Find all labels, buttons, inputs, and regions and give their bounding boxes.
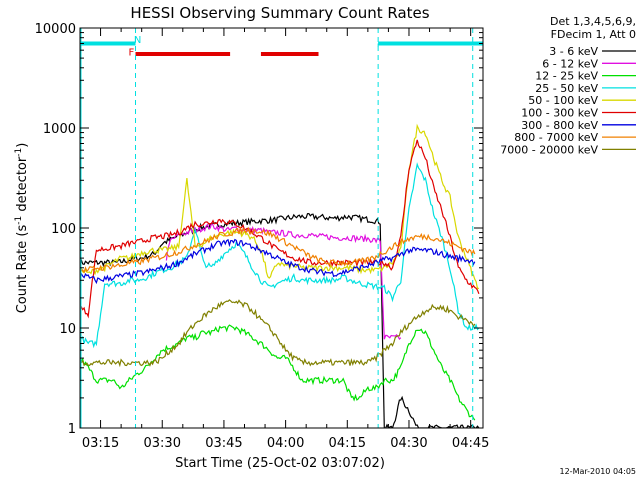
legend-label: 300 - 800 keV [521, 119, 598, 132]
annotation-label: N [134, 35, 141, 46]
series-line [80, 123, 480, 290]
legend-label: 25 - 50 keV [535, 82, 598, 95]
x-tick-label: 03:30 [144, 436, 181, 451]
legend-header-line-2: FDecim 1, Att 0 [551, 28, 636, 41]
legend-header-line-1: Det 1,3,4,5,6,9, [550, 15, 636, 28]
y-tick-label: 10000 [35, 22, 76, 37]
overlay-layer [80, 28, 483, 428]
y-axis: 1 10 100 1000 10000 [35, 22, 483, 437]
y-tick-label: 1000 [43, 122, 76, 137]
x-tick-label: 04:45 [452, 436, 489, 451]
legend: Det 1,3,4,5,6,9, FDecim 1, Att 0 3 - 6 k… [500, 15, 636, 156]
y-tick-label: 1 [68, 422, 76, 437]
series-line [165, 221, 402, 340]
x-tick-label: 04:15 [329, 436, 366, 451]
y-tick-label: 10 [59, 322, 76, 337]
x-tick-label: 03:15 [82, 436, 119, 451]
series-line [80, 324, 476, 421]
x-tick-label: 04:00 [267, 436, 304, 451]
series-line [80, 299, 476, 368]
chart-title: HESSI Observing Summary Count Rates [130, 4, 429, 22]
x-axis: 03:15 03:30 03:45 04:00 04:15 04:30 04:45 [79, 28, 489, 451]
legend-label: 3 - 6 keV [549, 45, 598, 58]
annotation-label: F [129, 48, 135, 59]
series-layer [80, 123, 480, 428]
plot-frame [79, 27, 484, 429]
x-tick-label: 04:30 [390, 436, 427, 451]
legend-label: 7000 - 20000 keV [500, 143, 598, 156]
footer-timestamp: 12-Mar-2010 04:05 [560, 467, 637, 476]
legend-label: 12 - 25 keV [535, 70, 598, 83]
series-line [80, 238, 476, 285]
y-axis-label: Count Rate (s-1 detector-1) [14, 143, 30, 314]
legend-label: 100 - 300 keV [521, 107, 598, 120]
series-line [80, 162, 480, 349]
legend-label: 800 - 7000 keV [514, 131, 598, 144]
series-line [80, 139, 480, 319]
y-tick-label: 100 [51, 222, 76, 237]
series-line [80, 212, 480, 428]
legend-label: 6 - 12 keV [542, 57, 598, 70]
legend-label: 50 - 100 keV [528, 94, 598, 107]
series-line [80, 226, 476, 274]
x-tick-label: 03:45 [205, 436, 242, 451]
x-axis-label: Start Time (25-Oct-02 03:07:02) [175, 456, 385, 471]
